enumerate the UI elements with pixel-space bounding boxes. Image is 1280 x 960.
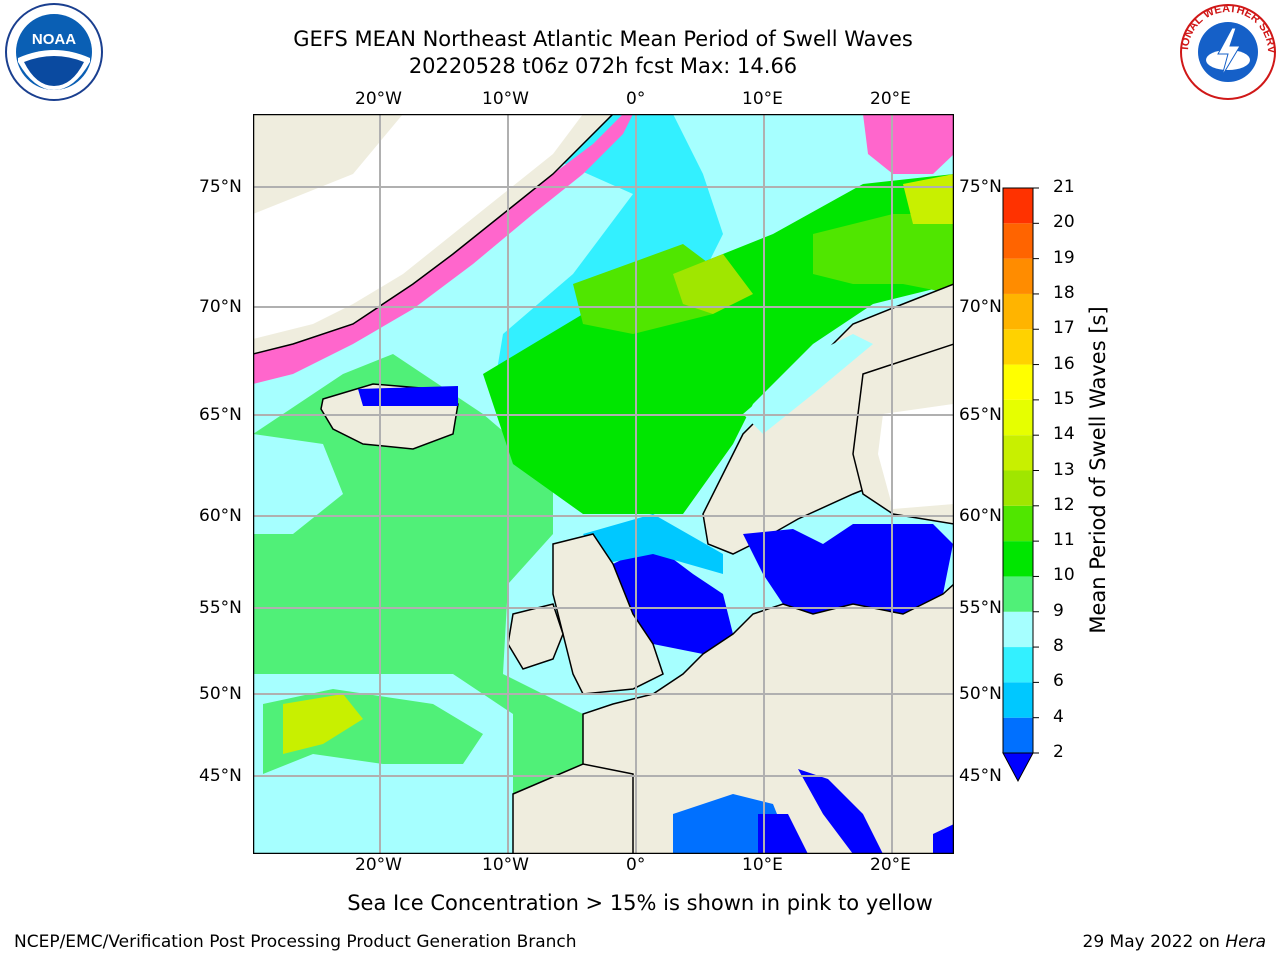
swell-band-2s-iceland — [358, 386, 458, 406]
colorbar-segment — [1003, 293, 1033, 330]
lat-label-left: 70°N — [199, 297, 242, 317]
lon-label-top: 20°E — [870, 89, 911, 109]
national-weather-service-logo: NATIONAL WEATHER SERVICE — [1174, 0, 1278, 106]
colorbar-segment — [1003, 399, 1033, 436]
lat-label-left: 45°N — [199, 766, 242, 786]
colorbar-segment — [1003, 682, 1033, 718]
colorbar-segment — [1003, 329, 1033, 365]
colorbar-tick-label: 11 — [1053, 530, 1075, 551]
colorbar-segment — [1003, 188, 1033, 224]
colorbar-segment — [1003, 717, 1033, 753]
lon-label-top: 0° — [626, 89, 646, 109]
lon-label-bottom: 20°W — [355, 855, 402, 875]
graticule — [253, 114, 954, 854]
colorbar-tick-label: 19 — [1053, 247, 1075, 268]
chart-title: GEFS MEAN Northeast Atlantic Mean Period… — [293, 27, 913, 51]
colorbar-tick-label: 4 — [1053, 706, 1064, 727]
colorbar-tick-label: 8 — [1053, 636, 1064, 657]
colorbar-segment — [1003, 470, 1033, 506]
swell-band-8s-norway — [743, 334, 873, 434]
colorbar-tick-label: 16 — [1053, 353, 1075, 374]
greenland-interior-white — [253, 114, 583, 339]
sea-ice-greenland — [253, 114, 633, 384]
colorbar-segment — [1003, 576, 1033, 612]
colorbar-tick-label: 12 — [1053, 494, 1075, 515]
lat-label-left: 75°N — [199, 177, 242, 197]
colorbar-tick-label: 9 — [1053, 600, 1064, 621]
colorbar-segment — [1003, 223, 1033, 259]
colorbar-segment — [1003, 435, 1033, 471]
north-sea-2s — [613, 544, 733, 654]
colorbar-tick-label: 17 — [1053, 318, 1075, 339]
swell-band-11s — [573, 244, 723, 334]
lon-label-bottom: 10°W — [482, 855, 529, 875]
baltic-sea — [743, 524, 953, 614]
svg-text:NOAA: NOAA — [32, 31, 76, 48]
lat-label-left: 65°N — [199, 405, 242, 425]
lat-label-right: 65°N — [959, 405, 1002, 425]
lat-label-right: 70°N — [959, 297, 1002, 317]
sea-ice-caption: Sea Ice Concentration > 15% is shown in … — [347, 891, 933, 915]
colorbar-under-arrow — [1002, 752, 1034, 783]
colorbar-tick-label: 15 — [1053, 388, 1075, 409]
swell-band-12s — [673, 254, 753, 314]
lat-label-right: 55°N — [959, 598, 1002, 618]
sea-ice-svalbard — [863, 114, 954, 174]
lat-label-left: 55°N — [199, 598, 242, 618]
lat-label-right: 45°N — [959, 766, 1002, 786]
iberia-land — [512, 763, 634, 854]
north-sea-6s — [583, 514, 723, 574]
colorbar-tick-label: 10 — [1053, 565, 1075, 586]
footer-host: Hera — [1225, 932, 1266, 952]
swell-band-6s-west — [253, 434, 343, 534]
swell-period-map — [252, 113, 955, 858]
colorbar-segment — [1003, 258, 1033, 294]
noaa-logo: NOAA — [4, 2, 104, 106]
lat-label-right: 50°N — [959, 684, 1002, 704]
aegean-sea — [933, 824, 954, 854]
footer-credit: NCEP/EMC/Verification Post Processing Pr… — [14, 932, 577, 952]
map-border — [252, 113, 955, 855]
lon-label-bottom: 10°E — [742, 855, 783, 875]
adriatic-sea — [798, 769, 883, 854]
gulf-of-bothnia-white — [878, 404, 954, 509]
colorbar-label: Mean Period of Swell Waves [s] — [1086, 306, 1110, 634]
lat-label-right: 75°N — [959, 177, 1002, 197]
colorbar-segment — [1003, 647, 1033, 683]
lon-label-top: 10°E — [742, 89, 783, 109]
colorbar-tick-label: 20 — [1053, 212, 1075, 233]
europe-land — [582, 582, 954, 854]
lon-label-top: 10°W — [482, 89, 529, 109]
lon-label-top: 20°W — [355, 89, 402, 109]
colorbar-tick-label: 18 — [1053, 282, 1075, 303]
lat-label-right: 60°N — [959, 506, 1002, 526]
colorbar-tick-label: 6 — [1053, 671, 1064, 692]
swell-band-13s-biscay — [283, 694, 363, 754]
chart-subtitle: 20220528 t06z 072h fcst Max: 14.66 — [408, 54, 798, 78]
colorbar-tick-label: 13 — [1053, 459, 1075, 480]
colorbar-tick-label: 14 — [1053, 424, 1075, 445]
lon-label-bottom: 20°E — [870, 855, 911, 875]
colorbar-segment — [1003, 541, 1033, 577]
colorbar — [1002, 187, 1039, 783]
footer-date: 29 May 2022 on Hera — [1082, 932, 1267, 952]
colorbar-tick-label: 21 — [1053, 177, 1075, 197]
colorbar-segment — [1003, 364, 1033, 400]
swell-band-11s-east — [813, 214, 954, 294]
colorbar-segment — [1003, 505, 1033, 542]
lon-label-bottom: 0° — [626, 855, 646, 875]
tyrrhenian-sea — [758, 814, 808, 854]
colorbar-tick-label: 2 — [1053, 742, 1064, 762]
colorbar-segment — [1003, 611, 1033, 648]
lat-label-left: 50°N — [199, 684, 242, 704]
lat-label-left: 60°N — [199, 506, 242, 526]
